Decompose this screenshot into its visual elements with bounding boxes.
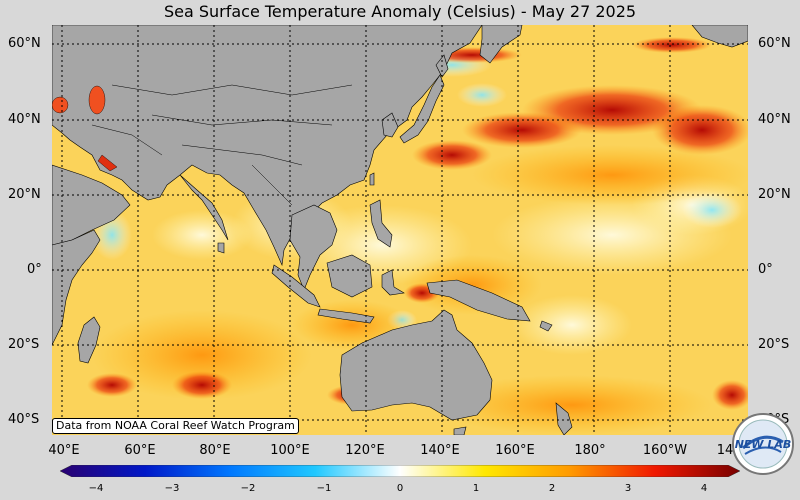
lab-logo-icon: NEW LAB [732, 413, 794, 475]
taiwan [369, 172, 375, 186]
philippines [369, 199, 393, 248]
lat-label-left-0: 0° [27, 262, 42, 277]
new-zealand [555, 402, 573, 435]
lat-label-right-20n: 20°N [758, 187, 791, 202]
lat-label-left-20s: 20°S [8, 337, 40, 352]
colorbar-tick-1: 1 [472, 483, 480, 494]
korea [381, 112, 399, 138]
lon-label-100e: 100°E [270, 443, 310, 458]
sri-lanka [217, 242, 225, 254]
solomon-islands [539, 320, 553, 332]
lat-label-left-20n: 20°N [8, 187, 41, 202]
hot-anomaly-patches [74, 37, 748, 410]
lon-label-40e: 40°E [48, 443, 80, 458]
alaska [691, 25, 748, 48]
colorbar-tick-neg3: −3 [164, 483, 180, 494]
africa [52, 229, 101, 346]
lat-label-right-0: 0° [758, 262, 773, 277]
lab-logo[interactable]: NEW LAB [731, 412, 795, 476]
colorbar-tick-3: 3 [624, 483, 632, 494]
colorbar-tick-neg2: −2 [240, 483, 256, 494]
madagascar [77, 316, 101, 364]
sst-anomaly-map [52, 25, 748, 435]
colorbar-svg [59, 464, 741, 478]
tasmania [453, 426, 467, 435]
borneo [326, 254, 373, 298]
colorbar-scale [59, 464, 741, 478]
australia [339, 309, 493, 421]
map-svg [52, 25, 748, 435]
japan [399, 74, 445, 144]
colorbar-tick-0: 0 [396, 483, 404, 494]
lat-label-right-40n: 40°N [758, 112, 791, 127]
lon-label-180: 180° [574, 443, 606, 458]
lat-label-right-60n: 60°N [758, 36, 791, 51]
lat-label-left-60n: 60°N [8, 36, 41, 51]
map-title: Sea Surface Temperature Anomaly (Celsius… [163, 2, 637, 21]
sumatra [271, 264, 321, 308]
kamchatka [479, 25, 523, 64]
lon-label-140e: 140°E [420, 443, 460, 458]
colorbar-tick-neg4: −4 [88, 483, 104, 494]
lon-label-80e: 80°E [199, 443, 231, 458]
colorbar-tick-2: 2 [548, 483, 556, 494]
lon-label-60e: 60°E [124, 443, 156, 458]
lat-label-left-40s: 40°S [8, 412, 40, 427]
colorbar-tick-neg1: −1 [316, 483, 332, 494]
lon-label-160e: 160°E [495, 443, 535, 458]
colorbar-tick-4: 4 [700, 483, 708, 494]
lat-label-right-20s: 20°S [758, 337, 790, 352]
asia-landmass [52, 25, 483, 267]
lat-label-left-40n: 40°N [8, 112, 41, 127]
colorbar [59, 462, 741, 478]
indochina-peninsula [289, 204, 338, 291]
lon-label-120e: 120°E [345, 443, 385, 458]
land-masses [52, 25, 748, 435]
data-credit: Data from NOAA Coral Reef Watch Program [52, 418, 299, 434]
logo-text: NEW LAB [735, 438, 792, 451]
java [317, 308, 375, 324]
inland-seas [52, 85, 118, 172]
lon-label-160w: 160°W [642, 443, 688, 458]
lon-label-140w-partial: 14 [716, 443, 734, 458]
